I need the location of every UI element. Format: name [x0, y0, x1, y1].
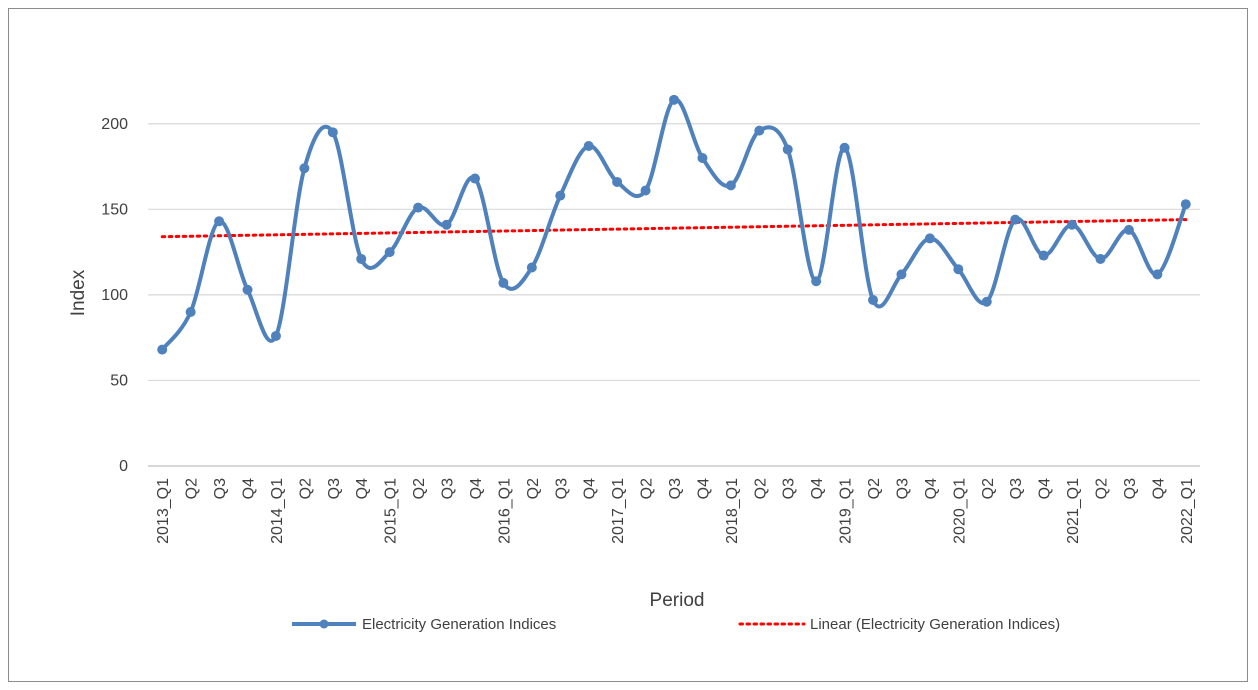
x-tick-label: Q2 — [184, 478, 201, 499]
x-tick-label: Q4 — [923, 478, 940, 499]
data-point — [413, 202, 424, 213]
y-tick-label: 200 — [101, 116, 128, 133]
data-point — [469, 173, 480, 184]
y-tick-label: 0 — [119, 458, 128, 475]
data-point — [356, 253, 367, 264]
x-tick-label: Q2 — [1093, 478, 1110, 499]
x-tick-label: 2021_Q1 — [1065, 478, 1082, 544]
x-tick-label: Q4 — [1037, 478, 1054, 499]
data-point — [697, 153, 708, 163]
x-tick-label: Q4 — [241, 478, 258, 499]
x-tick-label: Q4 — [582, 478, 599, 499]
data-point — [327, 127, 338, 138]
chart-frame — [8, 8, 1248, 682]
data-point — [214, 216, 225, 227]
data-point — [384, 247, 395, 258]
data-point — [1067, 219, 1078, 230]
data-point — [868, 295, 879, 306]
data-point — [583, 141, 594, 152]
data-point — [1180, 199, 1191, 210]
data-point — [1010, 214, 1021, 225]
y-axis-ticks: 0 50 100 150 200 — [101, 116, 128, 475]
data-point — [526, 262, 537, 273]
x-tick-label: Q3 — [667, 478, 684, 499]
x-tick-label: 2022_Q1 — [1179, 478, 1196, 544]
data-point — [782, 144, 793, 155]
x-tick-label: Q4 — [354, 478, 371, 499]
x-tick-label: 2014_Q1 — [269, 478, 286, 544]
data-point — [270, 330, 281, 341]
data-point — [669, 94, 679, 105]
data-point — [498, 277, 509, 288]
data-point — [1038, 250, 1049, 261]
data-point — [1095, 253, 1106, 264]
x-tick-label: Q3 — [1008, 478, 1025, 499]
x-tick-label: 2020_Q1 — [951, 478, 968, 544]
x-tick-label: 2017_Q1 — [610, 478, 627, 544]
x-tick-label: Q2 — [639, 478, 656, 499]
gridlines — [148, 123, 1200, 467]
x-tick-label: Q4 — [468, 478, 485, 499]
x-tick-label: Q3 — [781, 478, 798, 499]
x-axis-title: Period — [650, 590, 705, 611]
series-layer — [160, 97, 1188, 352]
series-line-electricity-generation — [160, 97, 1188, 352]
x-tick-label: Q3 — [326, 478, 343, 499]
data-point — [811, 276, 822, 287]
data-point — [555, 190, 566, 201]
x-tick-label: Q3 — [1122, 478, 1139, 499]
x-tick-label: 2016_Q1 — [496, 478, 513, 544]
data-point — [612, 176, 623, 187]
trendline-linear — [160, 218, 1188, 239]
data-point — [185, 307, 196, 317]
x-tick-label: Q4 — [809, 478, 826, 499]
data-point — [441, 219, 452, 230]
data-point — [242, 284, 253, 295]
data-point — [725, 180, 736, 191]
data-point — [754, 125, 765, 136]
data-point — [981, 296, 992, 307]
legend: Electricity Generation Indices Linear (E… — [292, 616, 1060, 633]
x-tick-label: 2019_Q1 — [838, 478, 855, 544]
data-point — [924, 233, 935, 244]
data-point — [953, 264, 964, 275]
x-tick-label: Q3 — [212, 478, 229, 499]
x-tick-label: 2013_Q1 — [155, 478, 172, 544]
x-tick-label: 2015_Q1 — [383, 478, 400, 544]
legend-label-series: Electricity Generation Indices — [362, 616, 556, 633]
x-axis-ticks: 2013_Q1 Q2 Q3 Q4 2014_Q1 Q2 Q3 Q4 2015_Q1 Q2 Q3 Q4 2… — [155, 478, 1196, 544]
x-tick-label: Q3 — [440, 478, 457, 499]
x-tick-label: Q2 — [980, 478, 997, 499]
y-axis-title: Index — [68, 269, 89, 316]
legend-marker-series — [319, 619, 329, 629]
x-tick-label: Q3 — [894, 478, 911, 499]
data-point — [896, 269, 907, 280]
data-point — [640, 185, 651, 196]
legend-label-trend: Linear (Electricity Generation Indices) — [810, 616, 1060, 633]
data-point — [1152, 269, 1163, 280]
data-point — [1123, 224, 1134, 235]
x-tick-label: 2018_Q1 — [724, 478, 741, 544]
data-point — [839, 142, 850, 153]
trendline-layer — [160, 218, 1188, 239]
data-point — [299, 163, 310, 174]
markers-layer — [157, 94, 1191, 355]
data-point — [157, 344, 168, 355]
x-tick-label: Q4 — [1150, 478, 1167, 499]
x-tick-label: Q2 — [752, 478, 769, 499]
x-tick-label: Q2 — [525, 478, 542, 499]
y-tick-label: 50 — [110, 372, 128, 389]
x-tick-label: Q2 — [297, 478, 314, 499]
x-tick-label: Q3 — [553, 478, 570, 499]
x-tick-label: Q2 — [411, 478, 428, 499]
y-tick-label: 150 — [101, 201, 128, 218]
y-tick-label: 100 — [101, 287, 128, 304]
x-tick-label: Q2 — [866, 478, 883, 499]
x-tick-label: Q4 — [695, 478, 712, 499]
